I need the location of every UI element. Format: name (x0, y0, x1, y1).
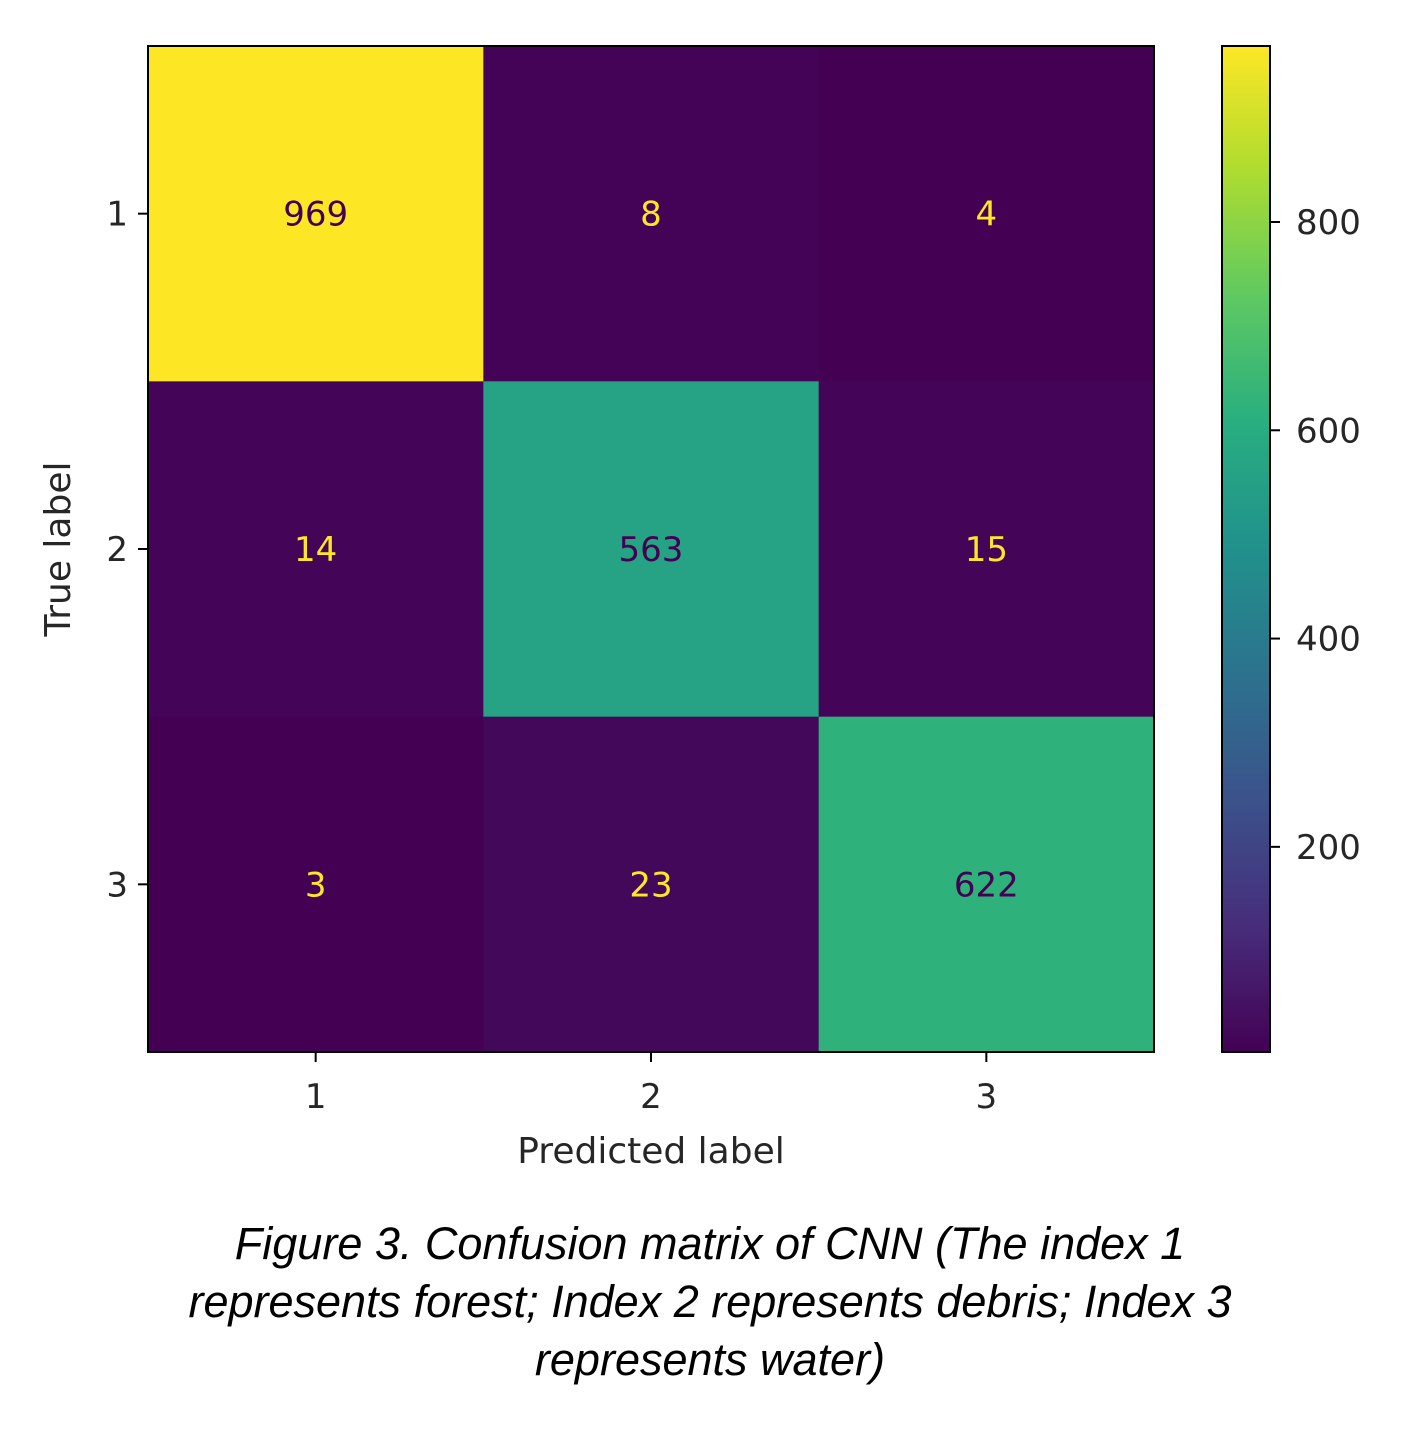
caption-line: represents forest; Index 2 represents de… (188, 1276, 1232, 1327)
x-axis-label: Predicted label (517, 1131, 785, 1172)
cell-value-label: 8 (640, 195, 662, 235)
colorbar-tick-label: 400 (1296, 620, 1361, 660)
colorbar (1221, 45, 1271, 1053)
matrix-cell (818, 716, 1155, 1053)
x-axis-ticks: 1 2 3 (305, 1052, 997, 1117)
matrix-cell (818, 46, 1155, 382)
cell-value-label: 4 (976, 195, 998, 235)
y-axis-ticks: 1 2 3 (106, 195, 148, 905)
x-tick-label: 2 (640, 1077, 662, 1117)
colorbar-tick-label: 800 (1296, 203, 1361, 243)
matrix-cell (483, 381, 820, 718)
x-tick-label: 3 (976, 1077, 998, 1117)
cell-value-label: 23 (629, 865, 672, 905)
x-tick-label: 1 (305, 1077, 327, 1117)
matrix-cell (148, 381, 484, 718)
matrix-cell (483, 716, 820, 1053)
caption-line: represents water) (534, 1334, 886, 1385)
cell-value-label: 622 (954, 865, 1019, 905)
caption-line: Figure 3. Confusion matrix of CNN (The i… (234, 1218, 1186, 1269)
y-tick-label: 2 (106, 530, 128, 570)
colorbar-tick-label: 600 (1296, 411, 1361, 451)
colorbar-ticks: 200 400 600 800 (1270, 203, 1361, 868)
cell-value-label: 969 (283, 195, 348, 235)
matrix-cell (148, 46, 484, 382)
cell-value-label: 15 (965, 530, 1008, 570)
matrix-cell-labels: 969 8 4 14 563 15 3 23 622 (283, 195, 1019, 906)
cell-value-label: 14 (294, 530, 337, 570)
figure-caption: Figure 3. Confusion matrix of CNN (The i… (40, 1215, 1380, 1389)
y-tick-label: 3 (106, 865, 128, 905)
matrix-cell (483, 46, 820, 382)
y-tick-label: 1 (106, 195, 128, 235)
matrix-cell (148, 716, 484, 1053)
matrix-cells (148, 46, 1155, 1053)
matrix-cell (818, 381, 1155, 718)
colorbar-tick-label: 200 (1296, 828, 1361, 868)
cell-value-label: 3 (305, 865, 327, 905)
cell-value-label: 563 (619, 530, 684, 570)
y-axis-label: True label (38, 462, 79, 638)
